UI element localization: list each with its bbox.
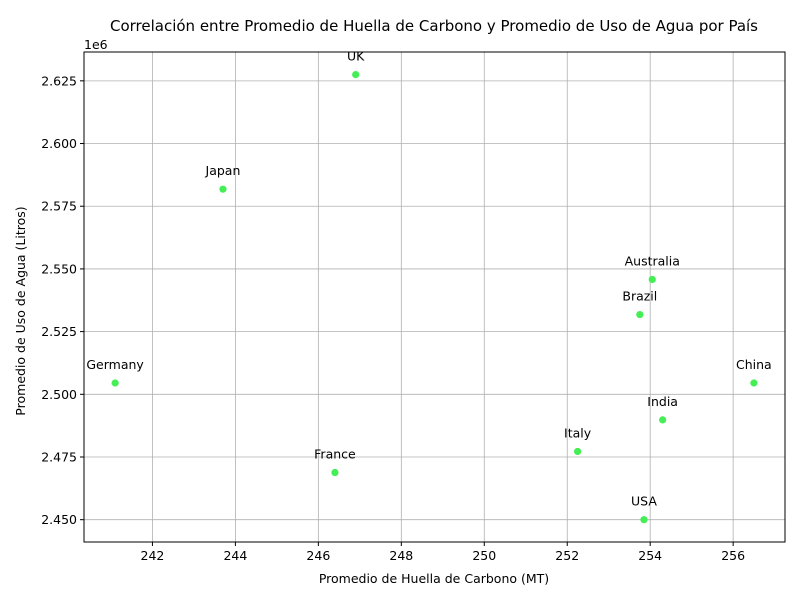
x-tick-label: 252 (555, 548, 579, 563)
grid (84, 52, 785, 542)
data-point (352, 70, 360, 79)
y-tick-label: 2.475 (41, 449, 77, 464)
x-tick-label: 250 (472, 548, 496, 563)
chart-title: Correlación entre Promedio de Huella de … (110, 17, 758, 35)
x-tick-label: 244 (223, 548, 247, 563)
y-tick-label: 2.625 (41, 73, 77, 88)
y-axis-title: Promedio de Uso de Agua (Litros) (13, 206, 28, 415)
y-tick-label: 2.575 (41, 199, 77, 214)
data-point (648, 275, 656, 284)
data-point (111, 379, 119, 387)
x-tick-label: 248 (389, 548, 413, 563)
y-axis: 2.450 2.475 2.500 2.525 2.550 2.575 2.600 2.625 (41, 73, 84, 527)
data-point-label: China (736, 357, 772, 372)
data-point (640, 516, 648, 524)
x-tick-label: 246 (306, 548, 330, 563)
data-point-label: Italy (564, 425, 592, 440)
data-point (750, 379, 758, 387)
data-point (636, 310, 644, 319)
y-axis-offset-text: 1e6 (84, 37, 108, 52)
data-labels: UK Japan Australia Brazil Germany China India I… (86, 49, 771, 509)
y-tick-label: 2.600 (41, 136, 77, 151)
data-point-label: India (647, 394, 678, 409)
data-point-label: Japan (205, 163, 241, 178)
y-tick-label: 2.500 (41, 387, 77, 402)
x-axis: 242 244 246 248 250 252 254 256 (141, 542, 745, 563)
x-tick-label: 254 (638, 548, 662, 563)
plot-frame (83, 51, 786, 543)
y-tick-label: 2.525 (41, 324, 77, 339)
data-point-label: France (314, 447, 356, 462)
data-point-label: USA (631, 494, 657, 509)
x-tick-label: 242 (141, 548, 165, 563)
x-tick-label: 256 (721, 548, 745, 563)
y-tick-label: 2.450 (41, 512, 77, 527)
y-tick-label: 2.550 (41, 261, 77, 276)
data-point-label: Australia (625, 253, 680, 268)
data-point-label: UK (347, 49, 365, 64)
data-point (659, 416, 667, 424)
data-points (111, 70, 758, 524)
x-axis-title: Promedio de Huella de Carbono (MT) (319, 571, 549, 586)
data-point-label: Brazil (622, 289, 657, 304)
data-point (331, 468, 339, 477)
data-point-label: Germany (86, 357, 144, 372)
data-point (219, 185, 227, 193)
data-point (574, 447, 582, 456)
